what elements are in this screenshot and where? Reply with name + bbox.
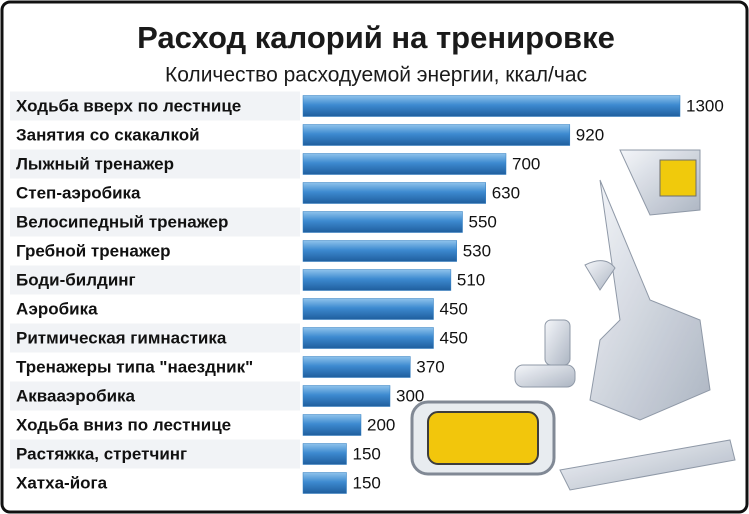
bar	[302, 182, 486, 204]
value-label: 450	[440, 328, 468, 347]
row-band	[10, 207, 300, 237]
bar	[302, 414, 362, 436]
category-label: Ходьба вверх по лестнице	[16, 96, 241, 115]
bar	[302, 443, 347, 465]
category-label: Ритмическая гимнастика	[16, 328, 227, 347]
value-label: 1300	[686, 96, 724, 115]
value-label: 700	[512, 154, 540, 173]
category-label: Растяжка, стретчинг	[16, 444, 187, 463]
row-band	[10, 439, 300, 469]
row-band	[10, 381, 300, 411]
value-label: 450	[440, 299, 468, 318]
row-band	[10, 91, 300, 121]
bar	[302, 269, 452, 291]
category-label: Велосипедный тренажер	[16, 212, 228, 231]
bar	[302, 298, 434, 320]
category-label: Степ-аэробика	[16, 183, 141, 202]
bar	[302, 211, 463, 233]
value-label: 200	[367, 415, 395, 434]
bar	[302, 356, 411, 378]
value-label: 630	[492, 183, 520, 202]
chart-subtitle: Количество расходуемой энергии, ккал/час	[165, 64, 587, 87]
bar	[302, 327, 434, 349]
bar	[302, 124, 571, 146]
chart-title: Расход калорий на тренировке	[137, 20, 615, 55]
category-label: Занятия со скакалкой	[16, 125, 200, 144]
value-label: 370	[416, 357, 444, 376]
category-label: Тренажеры типа "наездник"	[16, 357, 253, 376]
row-band	[10, 265, 300, 295]
value-label: 920	[576, 125, 604, 144]
category-label: Боди-билдинг	[16, 270, 136, 289]
category-label: Ходьба вниз по лестнице	[16, 415, 231, 434]
value-label: 300	[396, 386, 424, 405]
row-band	[10, 323, 300, 353]
category-label: Аэробика	[16, 299, 98, 318]
bar	[302, 95, 681, 117]
illustration	[410, 149, 736, 491]
category-label: Гребной тренажер	[16, 241, 171, 260]
value-label: 150	[353, 444, 381, 463]
category-label: Хатха-йога	[16, 473, 108, 492]
bar	[302, 240, 457, 262]
category-label: Аквааэробика	[16, 386, 136, 405]
value-label: 530	[463, 241, 491, 260]
value-label: 510	[457, 270, 485, 289]
bar	[302, 472, 347, 494]
bar	[302, 153, 507, 175]
value-label: 550	[469, 212, 497, 231]
bar	[302, 385, 391, 407]
category-label: Лыжный тренажер	[16, 154, 174, 173]
value-label: 150	[353, 473, 381, 492]
row-band	[10, 149, 300, 179]
